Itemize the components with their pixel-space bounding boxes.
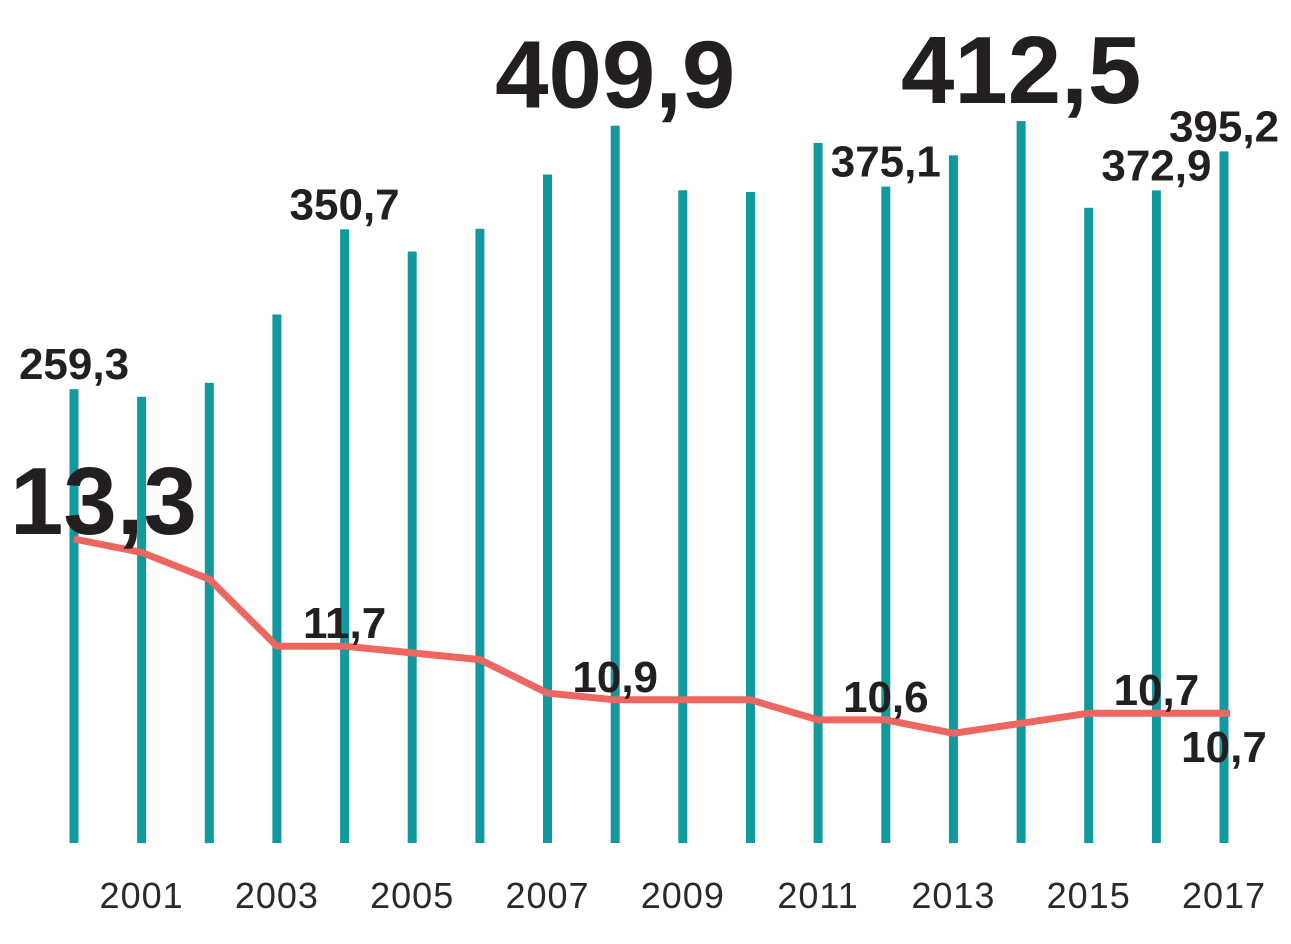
bar-2017 (1219, 151, 1229, 843)
x-tick-2003: 2003 (235, 875, 319, 916)
bar-2001 (137, 396, 147, 844)
x-tick-2015: 2015 (1047, 875, 1131, 916)
line-value-label-2008: 10,9 (572, 653, 658, 702)
x-tick-2013: 2013 (911, 875, 995, 916)
x-tick-2001: 2001 (100, 875, 184, 916)
bar-2010 (746, 192, 755, 843)
bar-2002 (204, 382, 214, 844)
bar-2004 (340, 229, 350, 844)
trend-line (73, 535, 1230, 737)
bar-2006 (475, 228, 485, 844)
bar-2005 (407, 251, 417, 843)
bar-value-label-2012: 375,1 (831, 138, 941, 187)
bar-value-label-2008: 409,9 (495, 22, 735, 129)
bar-2013 (948, 155, 958, 844)
bar-2011 (813, 143, 823, 843)
bar-2016 (1151, 190, 1161, 843)
line-value-label-2012: 10,6 (843, 673, 929, 722)
bar-2009 (678, 190, 688, 844)
x-tick-2017: 2017 (1182, 875, 1266, 916)
bar-value-label-2017: 395,2 (1169, 102, 1279, 151)
bar-value-label-2014: 412,5 (901, 17, 1141, 124)
bar-value-label-2016: 372,9 (1101, 141, 1211, 190)
bar-value-label-2004: 350,7 (290, 180, 400, 229)
bar-2003 (272, 314, 282, 843)
line-value-label-2016: 10,7 (1114, 666, 1200, 715)
bar-2014 (1016, 121, 1026, 844)
x-tick-2007: 2007 (505, 875, 589, 916)
line-value-label-2017-below: 10,7 (1181, 723, 1267, 772)
x-tick-2009: 2009 (641, 875, 725, 916)
bar-value-label-2000: 259,3 (19, 340, 129, 389)
bar-2012 (881, 186, 891, 844)
x-tick-2005: 2005 (370, 875, 454, 916)
x-tick-2011: 2011 (777, 875, 858, 916)
bar-2008 (610, 125, 620, 843)
bar-2015 (1084, 207, 1094, 844)
bar-2007 (543, 174, 552, 843)
line-value-label-2000: 13,3 (10, 448, 197, 555)
bar-2000 (69, 389, 79, 843)
line-value-label-2004: 11,7 (303, 599, 386, 648)
